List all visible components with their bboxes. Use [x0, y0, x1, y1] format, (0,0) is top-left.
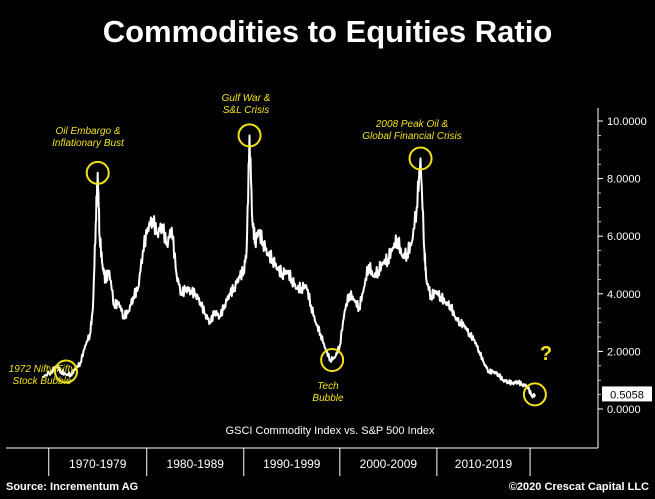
- annotation-circle: [54, 359, 79, 384]
- annotation-circle: [85, 160, 110, 185]
- annotation-label: Global Financial Crisis: [362, 131, 461, 142]
- annotation-label: Stock Bubble: [13, 376, 72, 387]
- credit-note: ©2020 Crescat Capital LLC: [508, 481, 649, 493]
- y-tick-label: 0.0000: [607, 404, 641, 416]
- x-tick-label: 1990-1999: [263, 457, 321, 471]
- series-group: [41, 134, 536, 399]
- x-tick-label: 2000-2009: [360, 457, 418, 471]
- chart-title: Commodities to Equities Ratio: [102, 14, 553, 49]
- axes: 10.0000 8.0000 6.0000 4.0000 2.0000 0.0000 197…: [6, 108, 647, 476]
- y-tick-label: 4.0000: [607, 289, 641, 301]
- annotation-circle: [237, 123, 262, 148]
- annotation-circle: [522, 382, 547, 407]
- annotations-group: Oil Embargo &Inflationary Bust Gulf War &…: [9, 93, 552, 407]
- series-line: [41, 134, 536, 399]
- x-tick-label: 1980-1989: [167, 457, 225, 471]
- current-value-text: 0.5058: [610, 389, 644, 401]
- annotation-circle: [320, 348, 345, 373]
- y-tick-label: 6.0000: [607, 231, 641, 243]
- annotation-label: Gulf War &: [222, 93, 271, 104]
- current-value-label: 0.5058: [602, 386, 652, 402]
- y-tick-label: 8.0000: [607, 174, 641, 186]
- y-tick-label: 2.0000: [607, 346, 641, 358]
- current-value-box: [602, 386, 652, 402]
- x-tick-label: 1970-1979: [69, 457, 127, 471]
- x-tick-label: 2010-2019: [455, 457, 513, 471]
- annotation-label: ?: [540, 343, 552, 365]
- annotation-label: Tech: [317, 381, 339, 392]
- annotation-label: 2008 Peak Oil &: [375, 119, 449, 130]
- source-note: Source: Incrementum AG: [6, 481, 139, 493]
- annotation-label: Bubble: [312, 393, 344, 404]
- annotation-label: S&L Crisis: [223, 105, 270, 116]
- annotation-label: Oil Embargo &: [55, 126, 120, 137]
- annotation-label: Inflationary Bust: [52, 138, 125, 149]
- annotation-label: 1972 Nifty Fifty: [9, 364, 77, 375]
- annotation-circle: [408, 146, 433, 171]
- chart-subtitle: GSCI Commodity Index vs. S&P 500 Index: [226, 425, 435, 437]
- y-tick-label: 10.0000: [607, 116, 647, 128]
